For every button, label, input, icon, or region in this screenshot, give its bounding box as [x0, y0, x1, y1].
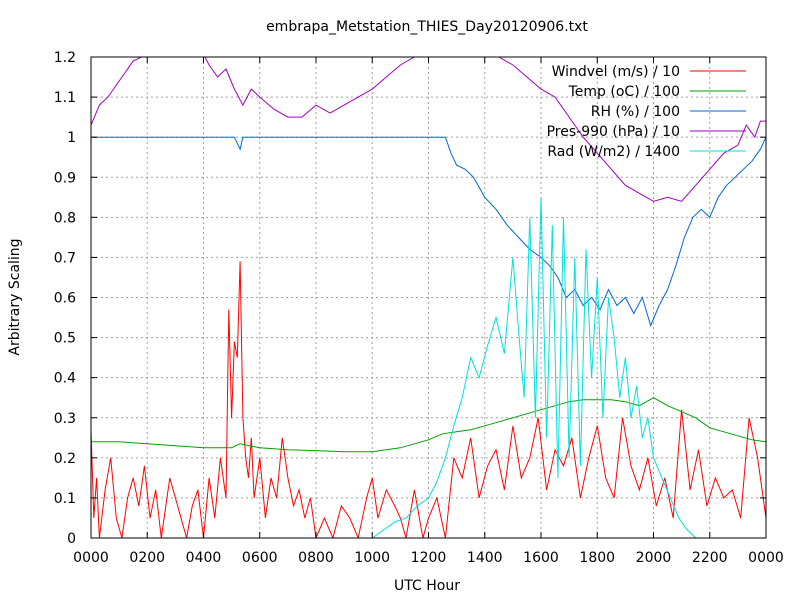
x-tick-label: 0800 [298, 550, 334, 566]
legend-label-windvel: Windvel (m/s) / 10 [552, 64, 680, 80]
x-tick-label: 1400 [467, 550, 503, 566]
legend: Windvel (m/s) / 10 Temp (oC) / 100 RH (%) … [547, 64, 746, 160]
x-tick-label: 0000 [73, 550, 109, 566]
x-tick-label: 1000 [354, 550, 390, 566]
y-tick-label: 1 [67, 130, 76, 146]
x-tick-label: 1200 [411, 550, 447, 566]
y-tick-label: 0.6 [54, 291, 76, 307]
x-tick-label: 1600 [523, 550, 559, 566]
series-line-windvel [91, 261, 766, 538]
x-tick-label: 1800 [579, 550, 615, 566]
y-tick-label: 1.2 [54, 50, 76, 66]
x-tick-label: 0400 [186, 550, 222, 566]
y-tick-label: 0.3 [54, 411, 76, 427]
y-tick-label: 0.4 [54, 371, 76, 387]
legend-label-rh: RH (%) / 100 [591, 104, 680, 120]
y-tick-label: 0 [67, 531, 76, 547]
chart-title: embrapa_Metstation_THIES_Day20120906.txt [266, 19, 588, 35]
y-tick-label: 0.7 [54, 250, 76, 266]
series-line-temp [91, 397, 766, 453]
y-tick-label: 0.5 [54, 331, 76, 347]
y-tick-label: 0.8 [54, 210, 76, 226]
x-tick-label: 0200 [129, 550, 165, 566]
x-tick-label: 2000 [636, 550, 672, 566]
y-tick-label: 0.1 [54, 491, 76, 507]
series-line-pres-990 [91, 57, 766, 202]
y-tick-label: 0.9 [54, 170, 76, 186]
series-layer [91, 57, 766, 538]
y-tick-label: 0.2 [54, 451, 76, 467]
legend-label-pres-990: Pres-990 (hPa) / 10 [547, 124, 680, 140]
x-tick-label: 0600 [242, 550, 278, 566]
y-axis-label: Arbitrary Scaling [7, 238, 23, 355]
legend-label-rad: Rad (W/m2) / 1400 [547, 144, 680, 160]
ticks: 0000 0200 0400 0600 0800 1000 1200 1400 1600 1800… [54, 50, 784, 566]
y-tick-label: 1.1 [54, 90, 76, 106]
series-line-rad [91, 197, 766, 538]
x-tick-label: 0000 [748, 550, 784, 566]
x-tick-label: 2200 [692, 550, 728, 566]
x-axis-label: UTC Hour [394, 578, 460, 594]
series-line-rh [91, 136, 766, 328]
legend-label-temp: Temp (oC) / 100 [568, 84, 680, 100]
